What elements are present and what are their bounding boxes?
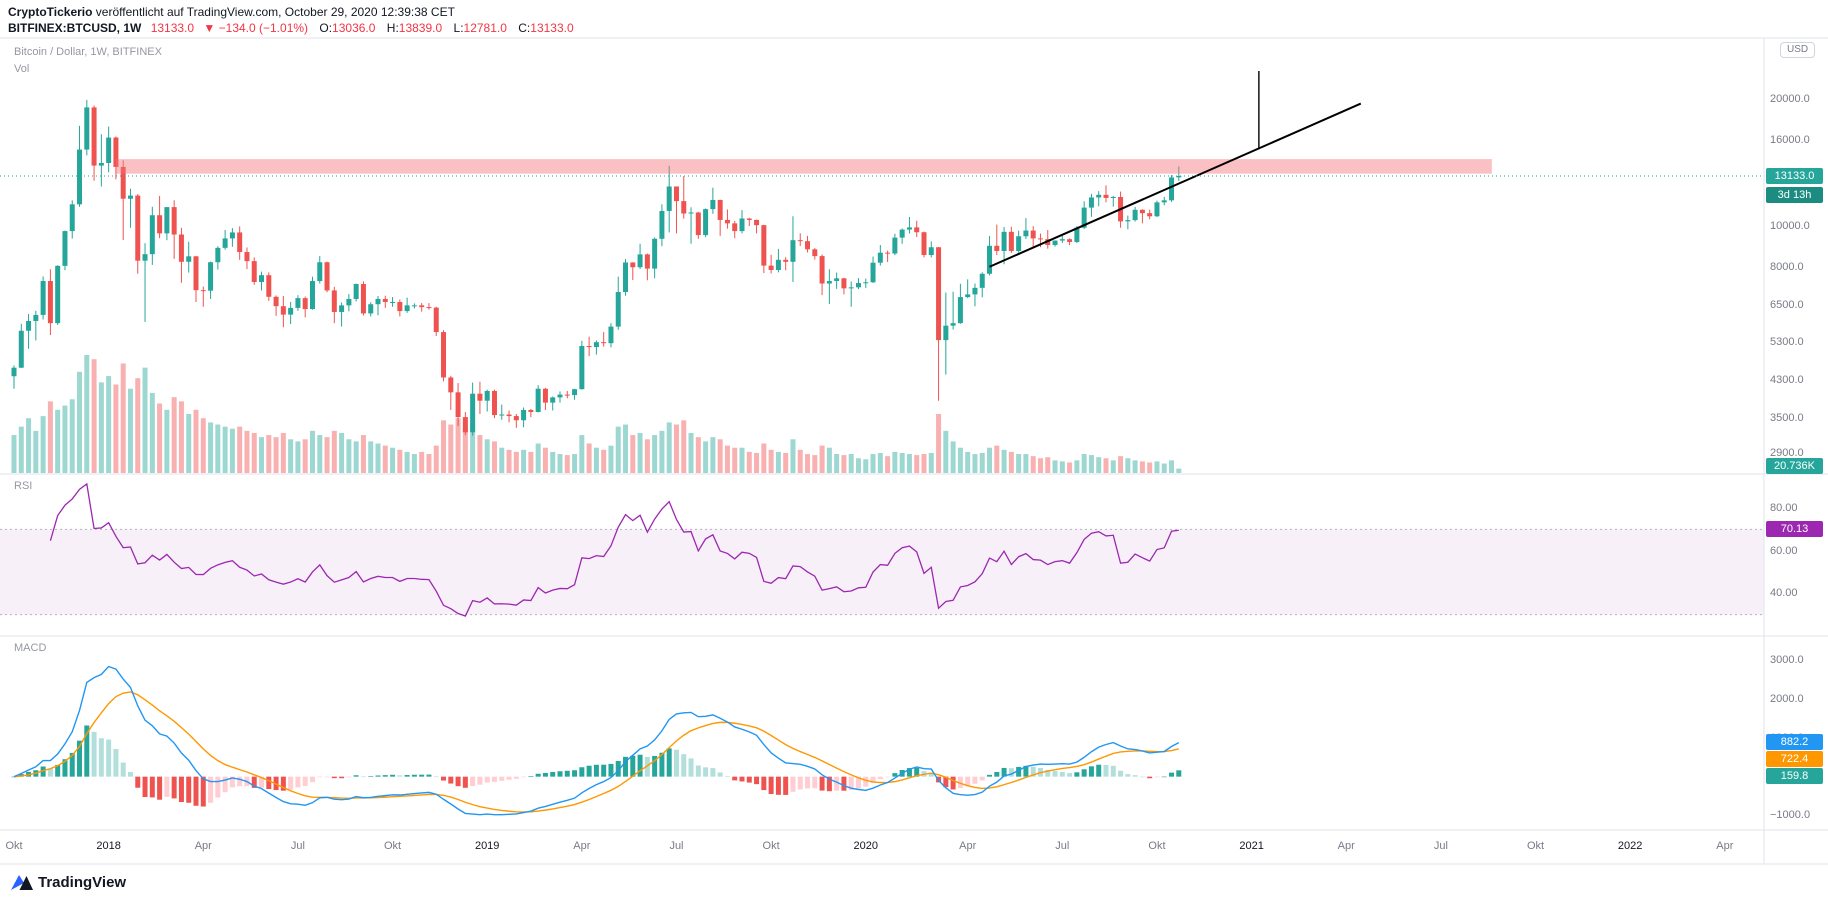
close-value: 13133.0 (530, 21, 574, 35)
rsi-plot (0, 482, 1764, 617)
drawing-overlays (0, 70, 1764, 268)
candlesticks (11, 99, 1182, 436)
symbol-interval: BITFINEX:BTCUSD, 1W (8, 21, 142, 35)
volume-bars (11, 355, 1182, 473)
currency-unit-button[interactable]: USD (1780, 42, 1816, 58)
high-label: H: (386, 21, 399, 35)
macd-plot (11, 665, 1182, 816)
macd-pane-title: MACD (14, 642, 47, 654)
tradingview-logo-icon[interactable] (10, 870, 34, 897)
close-label: C: (518, 21, 531, 35)
rsi-pane-title: RSI (14, 480, 33, 492)
last-price: 13133.0 (150, 21, 195, 35)
volume-indicator-label: Vol (14, 63, 30, 75)
low-value: 12781.0 (463, 21, 507, 35)
open-value: 13036.0 (332, 21, 376, 35)
tradingview-wordmark[interactable]: TradingView (38, 874, 127, 891)
pane-separators (0, 37, 1828, 865)
macd-line (13, 665, 1180, 816)
time-scale[interactable] (0, 830, 1764, 864)
low-label: L: (453, 21, 464, 35)
price-change: ▼ −134.0 (−1.01%) (203, 21, 309, 35)
symbol-ohlc-row: BITFINEX:BTCUSD, 1W 13133.0 ▼ −134.0 (−1… (8, 21, 574, 35)
main-pane-title: Bitcoin / Dollar, 1W, BITFINEX (14, 46, 162, 58)
author-name: CryptoTickerio (8, 5, 93, 19)
publish-text: veröffentlicht auf TradingView.com, Octo… (92, 5, 455, 19)
resistance-band (115, 159, 1492, 174)
open-label: O: (319, 21, 333, 35)
rsi-line (49, 482, 1179, 617)
trendline (989, 102, 1362, 268)
high-value: 13839.0 (398, 21, 443, 35)
publish-info: CryptoTickerio veröffentlicht auf Tradin… (8, 5, 455, 19)
rsi-band (0, 529, 1764, 615)
macd-signal-line (13, 691, 1179, 813)
price-scale[interactable] (1764, 38, 1828, 830)
